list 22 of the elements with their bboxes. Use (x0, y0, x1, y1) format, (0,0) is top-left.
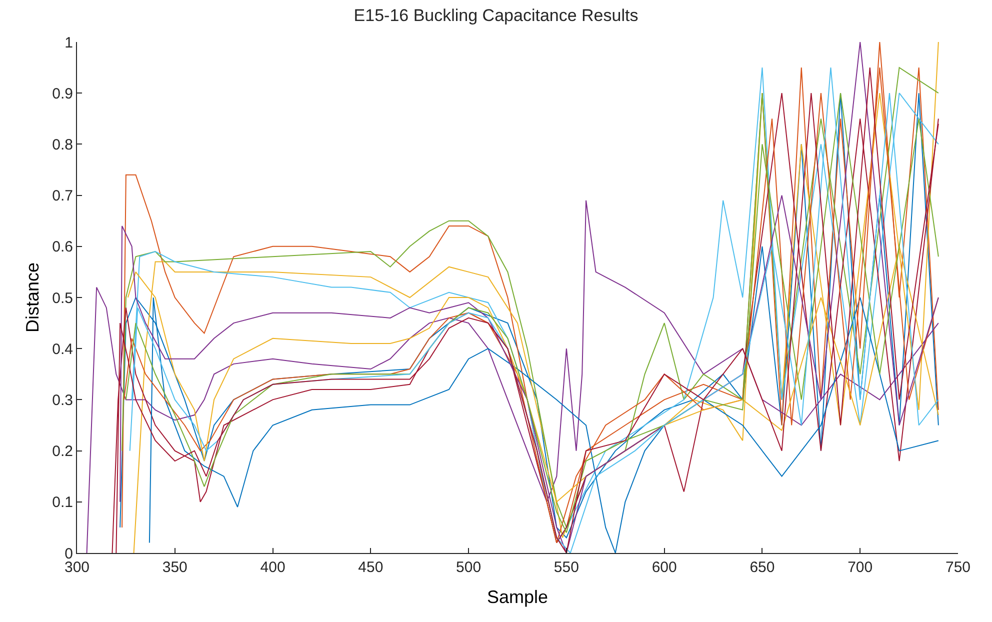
x-tick-label: 350 (162, 559, 188, 576)
x-tick-label: 650 (750, 559, 775, 576)
y-axis-title: Distance (22, 262, 42, 333)
y-tick-label: 0.9 (52, 85, 73, 102)
y-tick-label: 0.4 (52, 340, 73, 358)
x-tick-label: 500 (456, 559, 482, 576)
y-tick-label: 0.6 (52, 238, 73, 256)
x-tick-label: 400 (260, 559, 286, 576)
x-tick-label: 700 (848, 559, 873, 576)
y-tick-label: 0.7 (52, 188, 73, 205)
y-tick-label: 1 (64, 34, 73, 52)
y-tick-label: 0.5 (52, 290, 73, 307)
y-tick-label: 0.2 (52, 443, 73, 460)
x-tick-label: 750 (945, 559, 971, 576)
x-tick-label: 450 (358, 559, 384, 576)
y-tick-label: 0.8 (52, 136, 73, 154)
y-tick-label: 0.3 (52, 392, 73, 409)
x-tick-label: 600 (652, 559, 677, 576)
y-tick-label: 0.1 (52, 494, 73, 512)
chart-title: E15-16 Buckling Capacitance Results (354, 6, 638, 26)
x-axis-title: Sample (486, 587, 548, 608)
x-tick-label: 550 (554, 559, 579, 576)
